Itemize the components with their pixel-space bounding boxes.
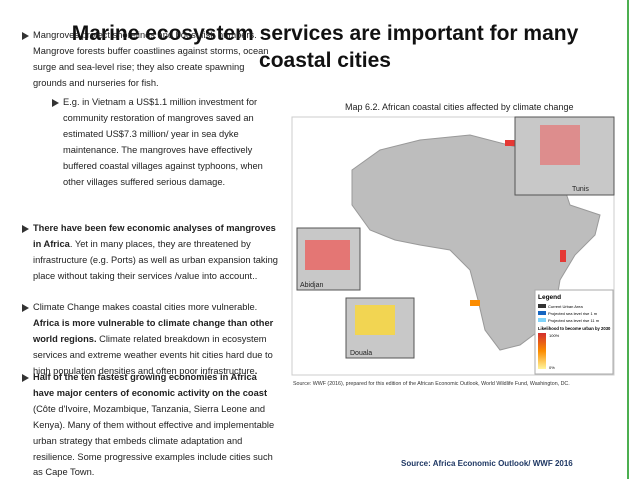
legend-swatch xyxy=(538,304,546,308)
footer-source: Source: Africa Economic Outlook/ WWF 201… xyxy=(401,459,573,468)
slide-title: Marine ecosystem services are important … xyxy=(71,22,579,45)
urban-area xyxy=(305,240,350,270)
city-label: Tunis xyxy=(572,186,589,193)
text-run: E.g. in Vietnam a US$1.1 million investm… xyxy=(63,97,263,187)
legend-swatch xyxy=(538,318,546,322)
text-run: Climate related breakdown in ecosystem s… xyxy=(33,333,273,376)
legend-scale-min: 0% xyxy=(549,365,555,370)
legend-swatch xyxy=(538,311,546,315)
legend-item: Projected sea level rise 11 m xyxy=(548,318,600,323)
urban-area xyxy=(560,250,566,262)
text-run: . xyxy=(254,365,258,376)
text-run: Africa is more vulnerable to climate cha… xyxy=(33,317,274,344)
map-source: Source: WWF (2016), prepared for this ed… xyxy=(293,381,570,387)
legend-item: Projected sea level rise 1 m xyxy=(548,311,598,316)
bullet: Mangroves protect shorelines and boost f… xyxy=(22,28,278,92)
city-label: Douala xyxy=(350,350,372,357)
legend-box xyxy=(534,289,614,375)
text-run: . Yet in many places, they are threatene… xyxy=(33,238,278,281)
accent-line xyxy=(627,0,629,479)
map-caption: Map 6.2. African coastal cities affected… xyxy=(345,102,573,112)
legend-title: Legend xyxy=(538,294,561,301)
urban-area xyxy=(470,300,480,306)
bullet: Half of the ten fastest growing economie… xyxy=(22,370,278,479)
bullet: There have been few economic analyses of… xyxy=(22,221,278,285)
legend-item: Current Urban Area xyxy=(548,304,583,309)
text-run: There have been few economic analyses of… xyxy=(33,223,276,249)
legend-scale-title: Likelihood to become urban by 2030 xyxy=(538,326,611,331)
legend-scale-max: 100% xyxy=(549,333,560,338)
text-run: Climate Change makes coastal cities more… xyxy=(33,302,258,312)
urban-area xyxy=(355,305,395,335)
bullet: E.g. in Vietnam a US$1.1 million investm… xyxy=(52,95,278,190)
text-run: Half of the ten fastest growing economie… xyxy=(33,372,268,398)
text-run: Mangroves protect shorelines and boost f… xyxy=(33,30,269,88)
city-label: Abidjan xyxy=(300,282,323,289)
slide-title: coastal cities xyxy=(259,49,391,72)
text-run: (Côte d'Ivoire, Mozambique, Tanzania, Si… xyxy=(33,403,275,478)
urban-area xyxy=(540,125,580,165)
legend-scale xyxy=(538,333,546,369)
bullet: Climate Change makes coastal cities more… xyxy=(22,300,278,380)
